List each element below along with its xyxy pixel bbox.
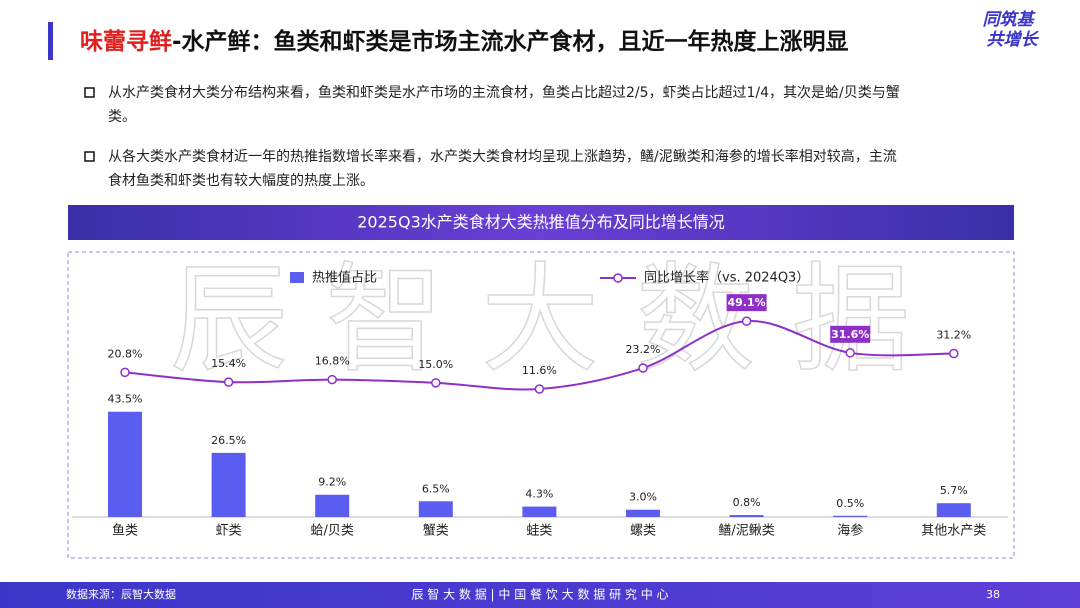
line-point	[534, 384, 545, 394]
line-point	[120, 367, 130, 378]
bullet-marker	[84, 151, 95, 162]
x-tick-label: 蛤/贝类	[311, 524, 354, 539]
bar	[211, 452, 246, 517]
footer-center: 辰 智 大 数 据 | 中 国 餐 饮 大 数 据 研 究 中 心	[411, 587, 668, 602]
bar-value-label: 9.2%	[318, 476, 346, 489]
line-point	[845, 348, 855, 358]
legend-label: 热推值占比	[312, 270, 377, 286]
page-number: 38	[986, 588, 1000, 601]
bar	[833, 515, 868, 517]
title-text: -水产鲜：鱼类和虾类是市场主流水产食材，且近一年热度上涨明显	[172, 28, 849, 55]
legend-swatch	[290, 272, 304, 283]
chart-header	[68, 205, 1014, 240]
slide-title: 味蕾寻鲜-水产鲜：鱼类和虾类是市场主流水产食材，且近一年热度上涨明显	[80, 28, 849, 55]
bar-value-label: 4.3%	[525, 488, 553, 501]
bar	[936, 503, 971, 517]
bullet-text: 从各大类水产类食材近一年的热推指数增长率来看，水产类大类食材均呈现上涨趋势，鳝/…	[108, 148, 897, 165]
label-highlight	[726, 294, 767, 312]
bar-value-label: 3.0%	[629, 491, 657, 504]
x-tick-label: 螺类	[630, 524, 656, 539]
bullet-text: 从水产类食材大类分布结构来看，鱼类和虾类是水产市场的主流食材，鱼类占比超过2/5…	[108, 84, 900, 101]
line-point	[638, 363, 648, 373]
chart-title: 2025Q3水产类食材大类热推值分布及同比增长情况	[357, 213, 725, 232]
bar	[729, 515, 764, 517]
line-value-label: 49.1%	[728, 296, 766, 309]
line-value-label: 31.2%	[936, 329, 971, 342]
logo: 共增长	[987, 30, 1040, 50]
logo: 同筑基	[983, 10, 1037, 30]
line-point	[741, 316, 752, 326]
x-tick-label: 鳝/泥鳅类	[718, 523, 774, 539]
line-point	[949, 348, 959, 359]
legend-dot	[613, 273, 623, 283]
title-accent	[48, 22, 53, 60]
line-value-label: 31.6%	[831, 328, 869, 341]
bullet-text: 类。	[108, 109, 136, 125]
line-value-label: 15.4%	[211, 357, 246, 370]
bar-value-label: 0.5%	[836, 497, 864, 510]
footer-band	[0, 582, 1080, 608]
bar-value-label: 26.5%	[211, 434, 246, 447]
chart-frame	[67, 251, 1015, 559]
bar	[626, 509, 660, 517]
bar	[522, 506, 557, 517]
bullet-text: 食材鱼类和虾类也有较大幅度的热度上涨。	[108, 172, 374, 189]
bar-value-label: 6.5%	[422, 482, 450, 495]
bar-value-label: 5.7%	[940, 484, 968, 497]
line-point	[327, 374, 337, 385]
legend-label: 同比增长率（vs. 2024Q3）	[644, 270, 809, 286]
title-highlight: 味蕾寻鲜	[80, 29, 172, 55]
x-tick-label: 海参	[837, 523, 863, 539]
x-tick-label: 蛙类	[526, 524, 552, 539]
line-value-label: 16.8%	[315, 355, 350, 368]
line-value-label: 15.0%	[418, 358, 453, 371]
line-value-label: 23.2%	[626, 343, 661, 356]
bar-value-label: 43.5%	[108, 393, 143, 406]
plot: 鱼类 虾类 蛤/贝类 蟹类 蛙类 螺类 鳝/泥鳅类 海参 其他水产类 热推值占比 43.5% 26.5…	[108, 270, 987, 539]
line-point	[223, 377, 234, 387]
line-value-label: 20.8%	[108, 347, 143, 360]
bar-value-label: 0.8%	[733, 496, 761, 509]
x-tick-label: 鱼类	[112, 523, 138, 539]
x-tick-label: 蟹类	[423, 524, 449, 539]
bullet-marker	[84, 87, 95, 98]
x-tick-label: 虾类	[216, 524, 242, 539]
bar	[108, 411, 142, 517]
footer-source: 数据来源：辰智大数据	[66, 587, 176, 601]
x-tick-label: 其他水产类	[921, 524, 986, 539]
line-point	[431, 378, 441, 388]
bar	[315, 494, 350, 517]
line-value-label: 11.6%	[522, 364, 557, 377]
label-highlight	[830, 325, 871, 343]
bar	[418, 501, 453, 517]
